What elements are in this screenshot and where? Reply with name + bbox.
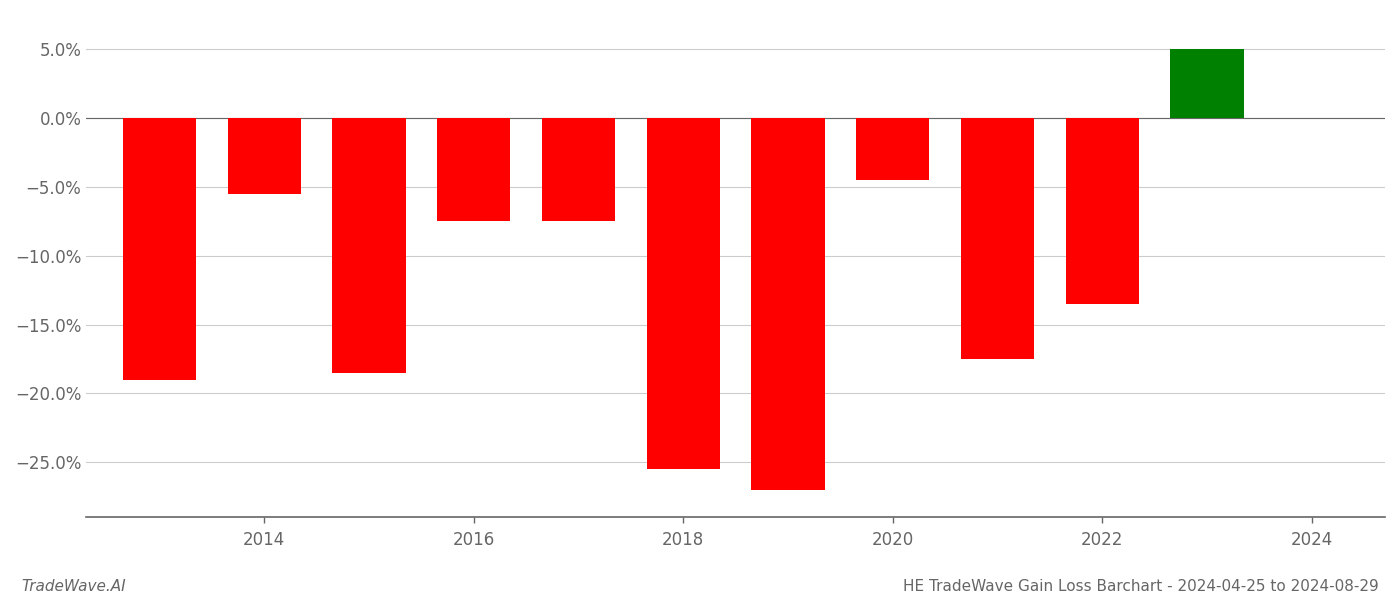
Bar [1170,49,1243,118]
Bar [647,118,720,469]
Bar [855,118,930,180]
Bar [332,118,406,373]
Bar [228,118,301,194]
Bar [542,118,615,221]
Text: HE TradeWave Gain Loss Barchart - 2024-04-25 to 2024-08-29: HE TradeWave Gain Loss Barchart - 2024-0… [903,579,1379,594]
Text: TradeWave.AI: TradeWave.AI [21,579,126,594]
Bar [123,118,196,380]
Bar [437,118,511,221]
Bar [752,118,825,490]
Bar [1065,118,1138,304]
Bar [960,118,1035,359]
